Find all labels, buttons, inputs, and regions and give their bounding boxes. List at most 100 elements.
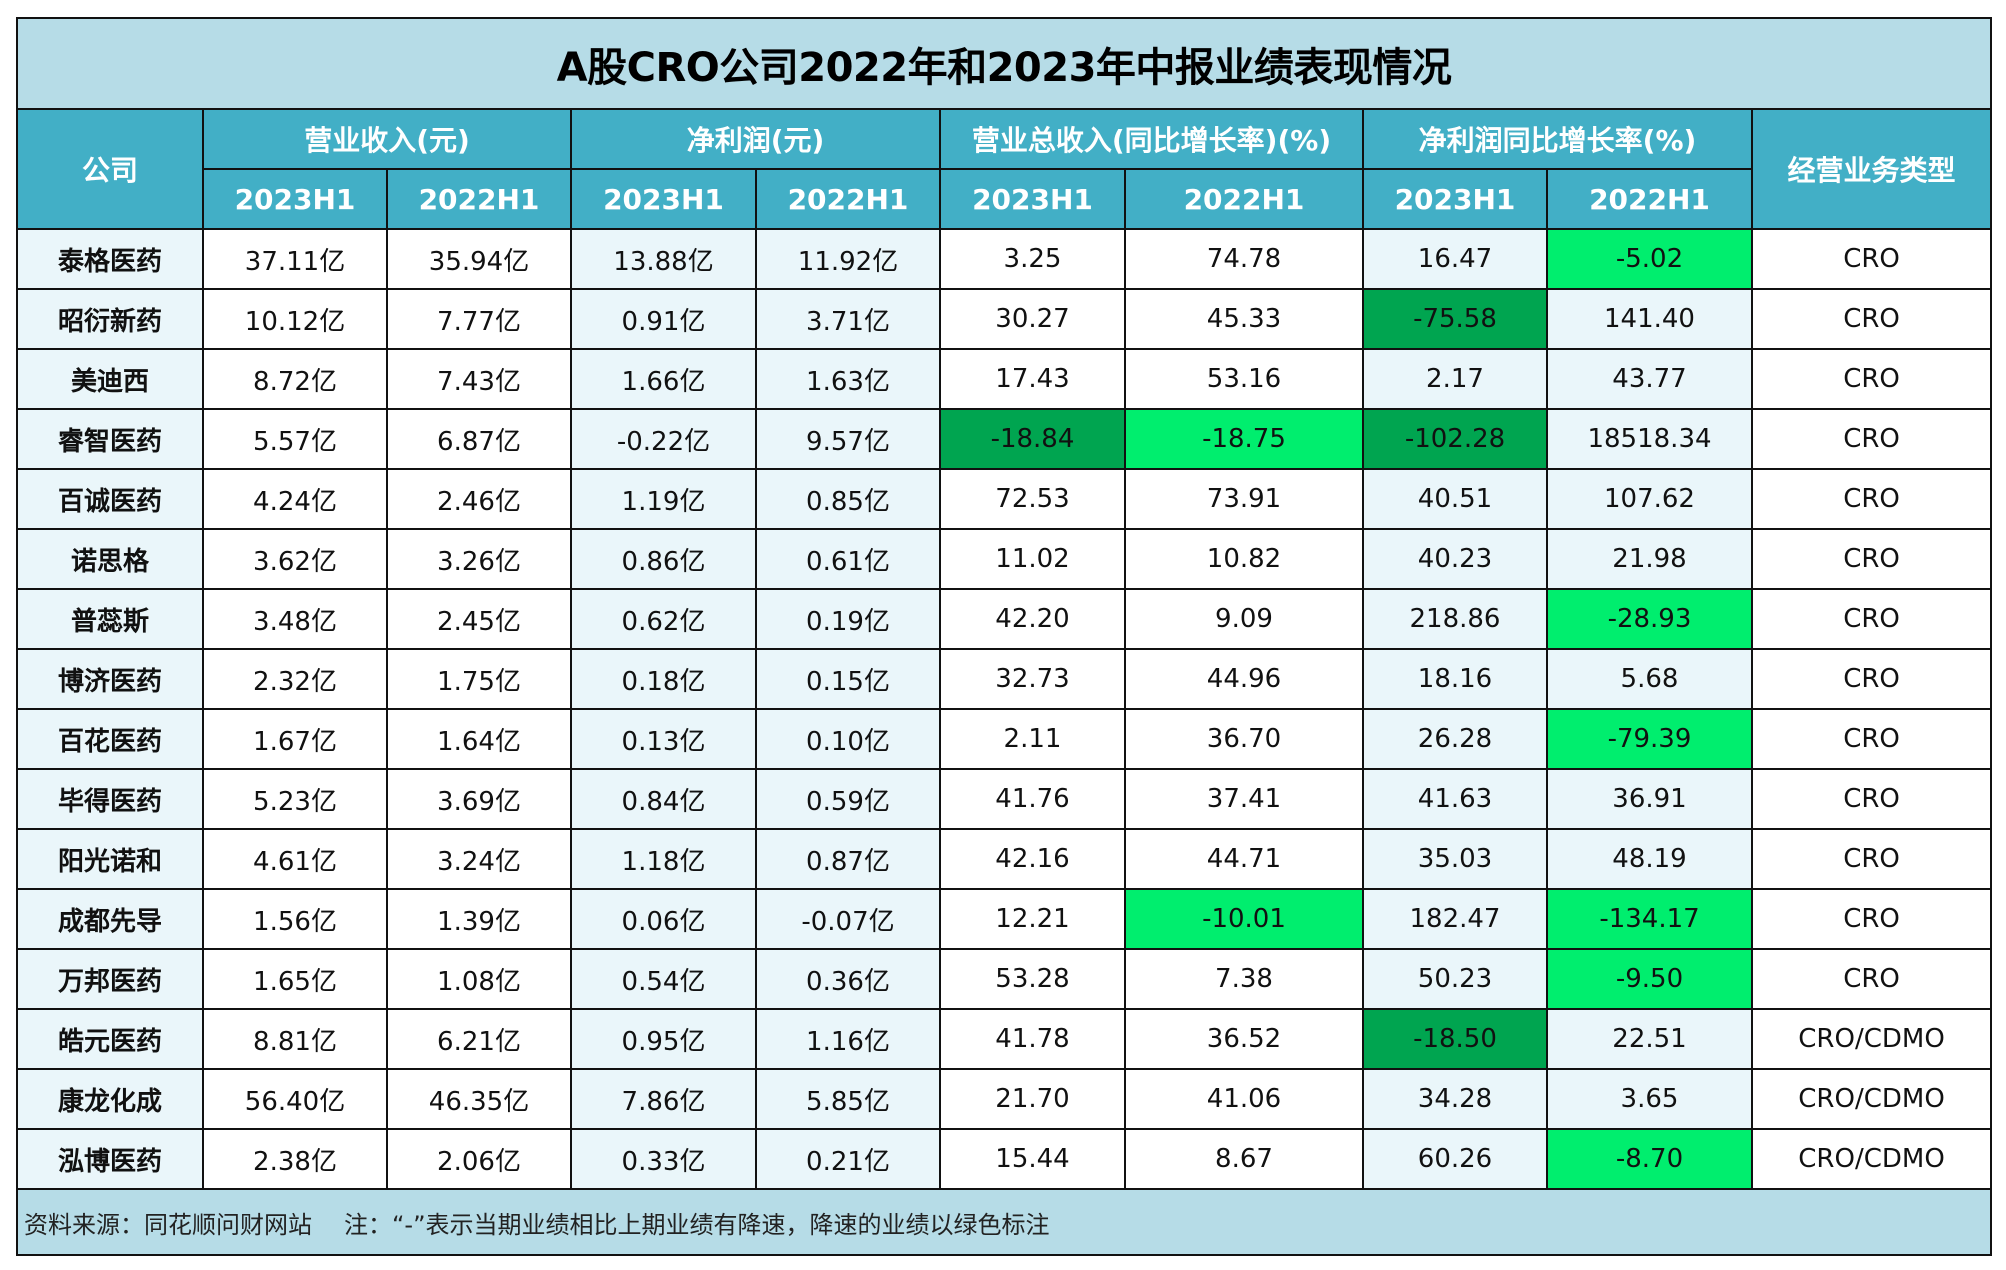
revenue-growth-2023h1-cell: 41.78: [939, 1008, 1126, 1070]
revenue-2023h1-cell: 5.57亿: [202, 408, 388, 470]
revenue-growth-2023h1-cell: 53.28: [939, 948, 1126, 1010]
business-type-cell: CRO/CDMO: [1750, 1128, 1993, 1190]
revenue-growth-2023h1-cell: 11.02: [939, 528, 1126, 590]
company-cell: 万邦医药: [16, 948, 204, 1010]
company-cell: 成都先导: [16, 888, 204, 950]
net-profit-growth-2023h1-cell: 50.23: [1362, 948, 1548, 1010]
net-profit-2022h1-cell: 1.63亿: [755, 348, 941, 410]
revenue-2023h1-cell: 8.72亿: [202, 348, 388, 410]
revenue-growth-2023h1-cell: 41.76: [939, 768, 1126, 830]
revenue-2023h1-cell: 4.61亿: [202, 828, 388, 890]
business-type-cell: CRO: [1750, 228, 1993, 290]
table-body: 泰格医药 37.11亿 35.94亿 13.88亿 11.92亿 3.25 74.78 16.…: [16, 228, 1993, 1190]
net-profit-growth-2023h1-cell: -75.58: [1362, 288, 1548, 350]
revenue-2023h1-cell: 3.62亿: [202, 528, 388, 590]
net-profit-growth-2022h1-cell: -5.02: [1546, 228, 1753, 290]
company-cell: 百花医药: [16, 708, 204, 770]
table-row: 毕得医药 5.23亿 3.69亿 0.84亿 0.59亿 41.76 37.41 41.63 3…: [16, 768, 1993, 830]
revenue-2022h1-cell: 1.75亿: [386, 648, 572, 710]
revenue-2023h1-cell: 8.81亿: [202, 1008, 388, 1070]
header-net-profit-growth: 净利润同比增长率(%): [1362, 108, 1753, 170]
business-type-cell: CRO: [1750, 828, 1993, 890]
header-net-profit: 净利润(元): [570, 108, 941, 170]
revenue-growth-2023h1-cell: 32.73: [939, 648, 1126, 710]
net-profit-growth-2023h1-cell: 16.47: [1362, 228, 1548, 290]
revenue-2022h1-cell: 6.87亿: [386, 408, 572, 470]
business-type-cell: CRO/CDMO: [1750, 1008, 1993, 1070]
cro-performance-table: A股CRO公司2022年和2023年中报业绩表现情况 公司 营业收入(元) 净利…: [15, 17, 1993, 1256]
business-type-cell: CRO: [1750, 408, 1993, 470]
net-profit-2022h1-cell: 0.61亿: [755, 528, 941, 590]
revenue-growth-2022h1-cell: 74.78: [1124, 228, 1364, 290]
revenue-2023h1-cell: 1.65亿: [202, 948, 388, 1010]
header-business-type: 经营业务类型: [1750, 108, 1993, 230]
revenue-growth-2022h1-cell: 7.38: [1124, 948, 1364, 1010]
revenue-2023h1-cell: 10.12亿: [202, 288, 388, 350]
revenue-2022h1-cell: 2.06亿: [386, 1128, 572, 1190]
table-row: 泓博医药 2.38亿 2.06亿 0.33亿 0.21亿 15.44 8.67 60.26 -8…: [16, 1128, 1993, 1190]
company-cell: 昭衍新药: [16, 288, 204, 350]
business-type-cell: CRO: [1750, 948, 1993, 1010]
net-profit-2022h1-cell: 9.57亿: [755, 408, 941, 470]
net-profit-growth-2022h1-cell: 5.68: [1546, 648, 1753, 710]
revenue-2022h1-cell: 35.94亿: [386, 228, 572, 290]
net-profit-growth-2022h1-cell: 141.40: [1546, 288, 1753, 350]
revenue-growth-2023h1-cell: 42.16: [939, 828, 1126, 890]
table-row: 百诚医药 4.24亿 2.46亿 1.19亿 0.85亿 72.53 73.91 40.51 1…: [16, 468, 1993, 530]
net-profit-2022h1-cell: 0.87亿: [755, 828, 941, 890]
net-profit-growth-2022h1-cell: -79.39: [1546, 708, 1753, 770]
company-cell: 泓博医药: [16, 1128, 204, 1190]
revenue-2022h1-cell: 6.21亿: [386, 1008, 572, 1070]
business-type-cell: CRO: [1750, 588, 1993, 650]
company-cell: 睿智医药: [16, 408, 204, 470]
net-profit-2022h1-cell: 1.16亿: [755, 1008, 941, 1070]
revenue-growth-2022h1-cell: -10.01: [1124, 888, 1364, 950]
net-profit-growth-2022h1-cell: 3.65: [1546, 1068, 1753, 1130]
net-profit-growth-2022h1-cell: 43.77: [1546, 348, 1753, 410]
revenue-2023h1-cell: 2.32亿: [202, 648, 388, 710]
revenue-growth-2023h1-cell: 3.25: [939, 228, 1126, 290]
revenue-growth-2023h1-cell: -18.84: [939, 408, 1126, 470]
revenue-growth-2022h1-cell: 10.82: [1124, 528, 1364, 590]
revenue-2022h1-cell: 7.43亿: [386, 348, 572, 410]
net-profit-2022h1-cell: 0.85亿: [755, 468, 941, 530]
net-profit-growth-2023h1-cell: 18.16: [1362, 648, 1548, 710]
revenue-growth-2022h1-cell: 41.06: [1124, 1068, 1364, 1130]
net-profit-2023h1-cell: 0.62亿: [570, 588, 757, 650]
revenue-2022h1-cell: 7.77亿: [386, 288, 572, 350]
net-profit-2023h1-cell: 0.13亿: [570, 708, 757, 770]
revenue-growth-2022h1-cell: 36.70: [1124, 708, 1364, 770]
revenue-growth-2022h1-cell: 73.91: [1124, 468, 1364, 530]
table-row: 泰格医药 37.11亿 35.94亿 13.88亿 11.92亿 3.25 74.78 16.…: [16, 228, 1993, 290]
net-profit-2022h1-cell: 11.92亿: [755, 228, 941, 290]
revenue-2023h1-cell: 4.24亿: [202, 468, 388, 530]
revenue-2023h1-cell: 1.67亿: [202, 708, 388, 770]
net-profit-2023h1-cell: 0.54亿: [570, 948, 757, 1010]
table-row: 睿智医药 5.57亿 6.87亿 -0.22亿 9.57亿 -18.84 -18.75 -10…: [16, 408, 1993, 470]
subheader-net-profit-growth-2022h1: 2022H1: [1546, 168, 1753, 230]
business-type-cell: CRO: [1750, 288, 1993, 350]
revenue-2023h1-cell: 1.56亿: [202, 888, 388, 950]
net-profit-2023h1-cell: 1.18亿: [570, 828, 757, 890]
table-row: 皓元医药 8.81亿 6.21亿 0.95亿 1.16亿 41.78 36.52 -18.50…: [16, 1008, 1993, 1070]
company-cell: 美迪西: [16, 348, 204, 410]
revenue-growth-2023h1-cell: 17.43: [939, 348, 1126, 410]
revenue-growth-2022h1-cell: 37.41: [1124, 768, 1364, 830]
business-type-cell: CRO: [1750, 348, 1993, 410]
net-profit-growth-2022h1-cell: -28.93: [1546, 588, 1753, 650]
net-profit-2022h1-cell: 3.71亿: [755, 288, 941, 350]
table-row: 成都先导 1.56亿 1.39亿 0.06亿 -0.07亿 12.21 -10.01 182.…: [16, 888, 1993, 950]
net-profit-growth-2023h1-cell: 40.23: [1362, 528, 1548, 590]
table-row: 万邦医药 1.65亿 1.08亿 0.54亿 0.36亿 53.28 7.38 50.23 -9…: [16, 948, 1993, 1010]
business-type-cell: CRO: [1750, 648, 1993, 710]
revenue-growth-2022h1-cell: 8.67: [1124, 1128, 1364, 1190]
company-cell: 诺思格: [16, 528, 204, 590]
company-cell: 博济医药: [16, 648, 204, 710]
net-profit-2023h1-cell: 7.86亿: [570, 1068, 757, 1130]
net-profit-growth-2022h1-cell: 21.98: [1546, 528, 1753, 590]
table-row: 诺思格 3.62亿 3.26亿 0.86亿 0.61亿 11.02 10.82 40.23 21…: [16, 528, 1993, 590]
table-row: 博济医药 2.32亿 1.75亿 0.18亿 0.15亿 32.73 44.96 18.16 5…: [16, 648, 1993, 710]
revenue-2023h1-cell: 2.38亿: [202, 1128, 388, 1190]
revenue-2022h1-cell: 1.08亿: [386, 948, 572, 1010]
subheader-revenue-growth-2022h1: 2022H1: [1124, 168, 1364, 230]
